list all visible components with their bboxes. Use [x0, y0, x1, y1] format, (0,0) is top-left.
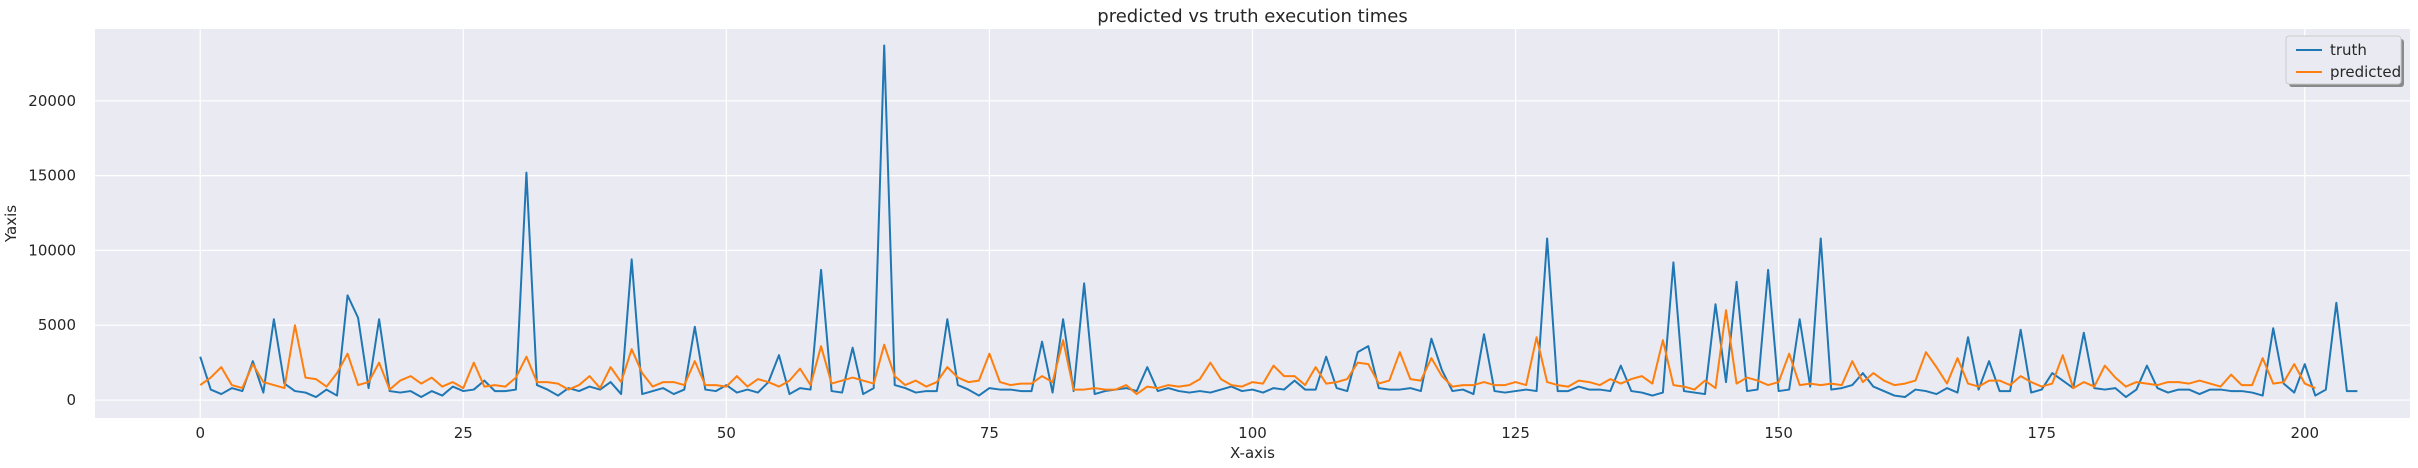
x-tick-label: 175: [2027, 424, 2056, 442]
y-tick-label: 5000: [38, 316, 76, 334]
x-tick-label: 150: [1764, 424, 1793, 442]
legend: truth predicted: [2285, 35, 2404, 87]
y-ticks: 0 5000 10000 15000 20000: [28, 92, 76, 409]
x-tick-label: 50: [717, 424, 736, 442]
x-ticks: 0 25 50 75 100 125 150 175 200: [195, 424, 2319, 442]
series-line-predicted: [199, 309, 2316, 396]
x-tick-label: 75: [980, 424, 999, 442]
x-tick-label: 200: [2290, 424, 2319, 442]
y-axis-label: Yaxis: [2, 205, 20, 243]
x-tick-label: 0: [195, 424, 205, 442]
x-tick-label: 100: [1238, 424, 1267, 442]
legend-label-predicted: predicted: [2330, 63, 2401, 81]
x-tick-label: 25: [454, 424, 473, 442]
grid-lines: [95, 29, 2410, 418]
y-tick-label: 20000: [28, 92, 76, 110]
y-tick-label: 0: [66, 391, 76, 409]
chart-title: predicted vs truth execution times: [1097, 6, 1407, 27]
series-lines: [199, 44, 2358, 399]
series-line-truth: [199, 44, 2358, 399]
y-tick-label: 15000: [28, 167, 76, 185]
legend-label-truth: truth: [2330, 41, 2367, 59]
x-tick-label: 125: [1501, 424, 1530, 442]
y-tick-label: 10000: [28, 241, 76, 259]
x-axis-label: X-axis: [1230, 444, 1275, 462]
